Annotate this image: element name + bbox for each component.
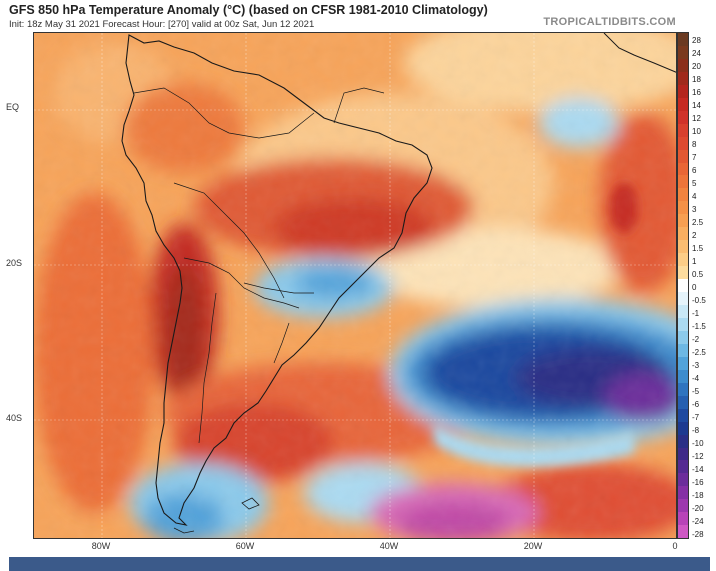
map-subtitle: Init: 18z May 31 2021 Forecast Hour: [27…: [9, 19, 315, 30]
colorbar-segment: [678, 330, 688, 344]
colorbar-label: 7: [692, 153, 697, 162]
colorbar-label: 18: [692, 75, 701, 84]
colorbar-segment: [678, 33, 688, 46]
colorbar-label: 2: [692, 231, 697, 240]
colorbar-segment: [678, 45, 688, 59]
colorbar-segment: [678, 84, 688, 98]
colorbar-segment: [678, 162, 688, 176]
colorbar-segment: [678, 447, 688, 461]
colorbar-label: 1: [692, 257, 697, 266]
colorbar-segment: [678, 486, 688, 500]
colorbar-segment: [678, 434, 688, 448]
colorbar-segment: [678, 343, 688, 357]
colorbar-label: 0.5: [692, 270, 704, 279]
colorbar-label: 12: [692, 114, 701, 123]
colorbar-label: -2: [692, 335, 700, 344]
graticule: [34, 33, 676, 538]
colorbar-label: -8: [692, 426, 700, 435]
colorbar-segment: [678, 227, 688, 241]
colorbar-segment: [678, 175, 688, 189]
colorbar-label: 14: [692, 101, 701, 110]
colorbar-label: 3: [692, 205, 697, 214]
colorbar-segment: [678, 292, 688, 306]
colorbar-label: 20: [692, 62, 701, 71]
colorbar-label: 8: [692, 140, 697, 149]
lon-label-60w: 60W: [235, 541, 255, 551]
map-title: GFS 850 hPa Temperature Anomaly (°C) (ba…: [9, 3, 488, 17]
colorbar-segment: [678, 369, 688, 383]
colorbar-segment: [678, 305, 688, 318]
colorbar-label: -4: [692, 374, 700, 383]
colorbar-segment: [678, 149, 688, 163]
colorbar-segment: [678, 71, 688, 85]
lat-label-20s: 20S: [6, 258, 23, 268]
colorbar-segment: [678, 97, 688, 111]
colorbar-label: 4: [692, 192, 697, 201]
colorbar-label: -12: [692, 452, 704, 461]
colorbar-label: 10: [692, 127, 701, 136]
colorbar-segment: [678, 356, 688, 370]
colorbar-label: -28: [692, 530, 704, 539]
temperature-anomaly-map: [33, 32, 677, 539]
lat-label-40s: 40S: [6, 413, 23, 423]
south-america-coastline: [121, 34, 433, 526]
colorbar-label: -18: [692, 491, 704, 500]
colorbar-label: -5: [692, 387, 700, 396]
colorbar-segment: [678, 136, 688, 150]
colorbar-segment: [678, 214, 688, 228]
country-borders: [133, 87, 385, 444]
colorbar-label: -2.5: [692, 348, 706, 357]
colorbar-segment: [678, 473, 688, 487]
colorbar-segment: [678, 279, 688, 293]
colorbar-label: -14: [692, 465, 704, 474]
colorbar-segment: [678, 253, 688, 267]
colorbar-label: -1.5: [692, 322, 706, 331]
colorbar-labels: 28 24 20 18 16 14 12 10 8 7 6 5 4 3 2.5 2 1.5 1 0.5 0 -0.5 -1…: [691, 32, 716, 539]
colorbar-label: -3: [692, 361, 700, 370]
colorbar-segment: [678, 266, 688, 280]
colorbar-label: 0: [692, 283, 697, 292]
lon-label-20w: 20W: [523, 541, 543, 551]
colorbar-label: -7: [692, 413, 700, 422]
colorbar-segment: [678, 408, 688, 422]
colorbar-label: 16: [692, 88, 701, 97]
colorbar-segment: [678, 317, 688, 331]
lon-label-0: 0: [672, 541, 678, 551]
colorbar-segment: [678, 58, 688, 72]
colorbar-segment: [678, 123, 688, 137]
colorbar-label: -10: [692, 439, 704, 448]
colorbar-segment: [678, 421, 688, 435]
lat-label-eq: EQ: [6, 102, 20, 112]
colorbar-label: 5: [692, 179, 697, 188]
colorbar-label: -20: [692, 504, 704, 513]
lon-label-40w: 40W: [379, 541, 399, 551]
colorbar-label: -1: [692, 309, 700, 318]
colorbar-segment: [678, 188, 688, 202]
colorbar-segment: [678, 382, 688, 396]
colorbar-label: 28: [692, 36, 701, 45]
colorbar-segment: [678, 201, 688, 215]
brand-watermark: TROPICALTIDBITS.COM: [543, 16, 676, 28]
colorbar-label: 1.5: [692, 244, 704, 253]
colorbar-label: -6: [692, 400, 700, 409]
colorbar: [677, 32, 689, 539]
colorbar-segment: [678, 240, 688, 254]
colorbar-label: 6: [692, 166, 697, 175]
colorbar-label: -0.5: [692, 296, 706, 305]
colorbar-label: 24: [692, 49, 701, 58]
colorbar-label: 2.5: [692, 218, 704, 227]
colorbar-segment: [678, 512, 688, 526]
colorbar-segment: [678, 110, 688, 124]
africa-coastline: [603, 33, 676, 73]
colorbar-segment: [678, 460, 688, 474]
islands: [173, 497, 260, 534]
colorbar-segment: [678, 525, 688, 539]
colorbar-segment: [678, 395, 688, 409]
colorbar-segment: [678, 499, 688, 513]
colorbar-label: -24: [692, 517, 704, 526]
lon-label-80w: 80W: [91, 541, 111, 551]
colorbar-label: -16: [692, 478, 704, 487]
bottom-bar: [9, 557, 710, 571]
